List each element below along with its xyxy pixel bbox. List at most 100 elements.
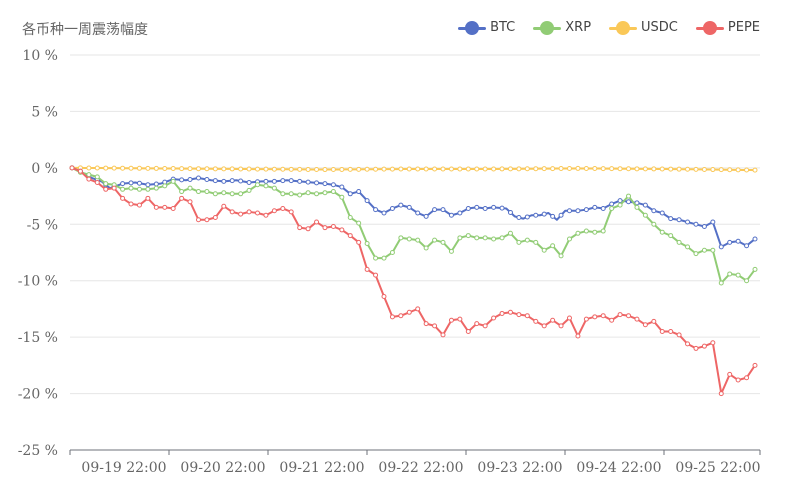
data-point[interactable]	[499, 166, 505, 172]
data-point[interactable]	[744, 375, 750, 381]
data-point[interactable]	[718, 167, 724, 173]
data-point[interactable]	[710, 219, 716, 225]
data-point[interactable]	[373, 166, 379, 172]
data-point[interactable]	[314, 191, 320, 197]
data-point[interactable]	[145, 195, 151, 201]
data-point[interactable]	[120, 165, 126, 171]
data-point[interactable]	[204, 217, 210, 223]
data-point[interactable]	[195, 189, 201, 195]
data-point[interactable]	[718, 280, 724, 286]
data-point[interactable]	[668, 166, 674, 172]
data-point[interactable]	[533, 239, 539, 245]
data-point[interactable]	[533, 166, 539, 172]
data-point[interactable]	[448, 248, 454, 254]
data-point[interactable]	[491, 236, 497, 242]
data-point[interactable]	[533, 212, 539, 218]
data-point[interactable]	[710, 340, 716, 346]
data-point[interactable]	[617, 166, 623, 172]
data-point[interactable]	[204, 166, 210, 172]
data-point[interactable]	[423, 321, 429, 327]
data-point[interactable]	[533, 318, 539, 324]
data-point[interactable]	[482, 205, 488, 211]
data-point[interactable]	[423, 213, 429, 219]
data-point[interactable]	[440, 207, 446, 213]
data-point[interactable]	[457, 210, 463, 216]
data-point[interactable]	[465, 329, 471, 334]
data-point[interactable]	[474, 235, 480, 241]
data-point[interactable]	[465, 233, 471, 239]
data-point[interactable]	[626, 166, 632, 172]
data-point[interactable]	[297, 192, 303, 198]
data-point[interactable]	[642, 212, 648, 218]
data-point[interactable]	[103, 181, 109, 187]
data-point[interactable]	[381, 294, 387, 300]
data-point[interactable]	[238, 166, 244, 172]
data-point[interactable]	[339, 166, 345, 172]
data-point[interactable]	[297, 178, 303, 184]
data-point[interactable]	[356, 189, 362, 195]
data-point[interactable]	[187, 185, 193, 191]
data-point[interactable]	[642, 202, 648, 208]
data-point[interactable]	[288, 209, 294, 215]
data-point[interactable]	[103, 186, 109, 192]
data-point[interactable]	[440, 166, 446, 172]
data-point[interactable]	[550, 166, 556, 172]
data-point[interactable]	[179, 166, 185, 172]
data-point[interactable]	[541, 323, 547, 329]
data-point[interactable]	[701, 166, 707, 172]
data-point[interactable]	[136, 202, 142, 208]
data-point[interactable]	[516, 215, 522, 221]
data-point[interactable]	[701, 343, 707, 349]
data-point[interactable]	[415, 210, 421, 216]
data-point[interactable]	[474, 166, 480, 172]
data-point[interactable]	[356, 220, 362, 226]
data-point[interactable]	[718, 244, 724, 250]
data-point[interactable]	[389, 166, 395, 172]
data-point[interactable]	[195, 166, 201, 172]
data-point[interactable]	[524, 237, 530, 243]
data-point[interactable]	[524, 214, 530, 220]
data-point[interactable]	[752, 266, 758, 272]
data-point[interactable]	[229, 178, 235, 184]
data-point[interactable]	[457, 235, 463, 241]
data-point[interactable]	[288, 178, 294, 184]
data-point[interactable]	[170, 178, 176, 184]
data-point[interactable]	[727, 271, 733, 277]
data-point[interactable]	[94, 165, 100, 171]
data-point[interactable]	[609, 166, 615, 172]
data-point[interactable]	[507, 209, 513, 215]
data-point[interactable]	[381, 255, 387, 261]
data-point[interactable]	[187, 166, 193, 172]
data-point[interactable]	[204, 189, 210, 195]
data-point[interactable]	[322, 167, 328, 173]
data-point[interactable]	[229, 191, 235, 197]
data-point[interactable]	[364, 266, 370, 272]
data-point[interactable]	[744, 167, 750, 173]
data-point[interactable]	[634, 200, 640, 206]
data-point[interactable]	[474, 204, 480, 210]
data-point[interactable]	[322, 225, 328, 231]
data-point[interactable]	[634, 204, 640, 210]
data-point[interactable]	[86, 165, 92, 171]
data-point[interactable]	[212, 166, 218, 172]
data-point[interactable]	[617, 202, 623, 208]
data-point[interactable]	[457, 316, 463, 322]
data-point[interactable]	[103, 165, 109, 171]
data-point[interactable]	[465, 205, 471, 211]
data-point[interactable]	[440, 239, 446, 245]
data-point[interactable]	[566, 236, 572, 242]
data-point[interactable]	[727, 239, 733, 245]
data-point[interactable]	[432, 207, 438, 213]
data-point[interactable]	[566, 165, 572, 171]
data-point[interactable]	[398, 313, 404, 319]
data-point[interactable]	[482, 235, 488, 241]
data-point[interactable]	[423, 245, 429, 251]
data-point[interactable]	[179, 195, 185, 201]
data-point[interactable]	[212, 178, 218, 184]
data-point[interactable]	[389, 205, 395, 211]
data-point[interactable]	[575, 165, 581, 171]
data-point[interactable]	[364, 166, 370, 172]
data-point[interactable]	[592, 166, 598, 172]
data-point[interactable]	[347, 215, 353, 221]
data-point[interactable]	[499, 205, 505, 211]
